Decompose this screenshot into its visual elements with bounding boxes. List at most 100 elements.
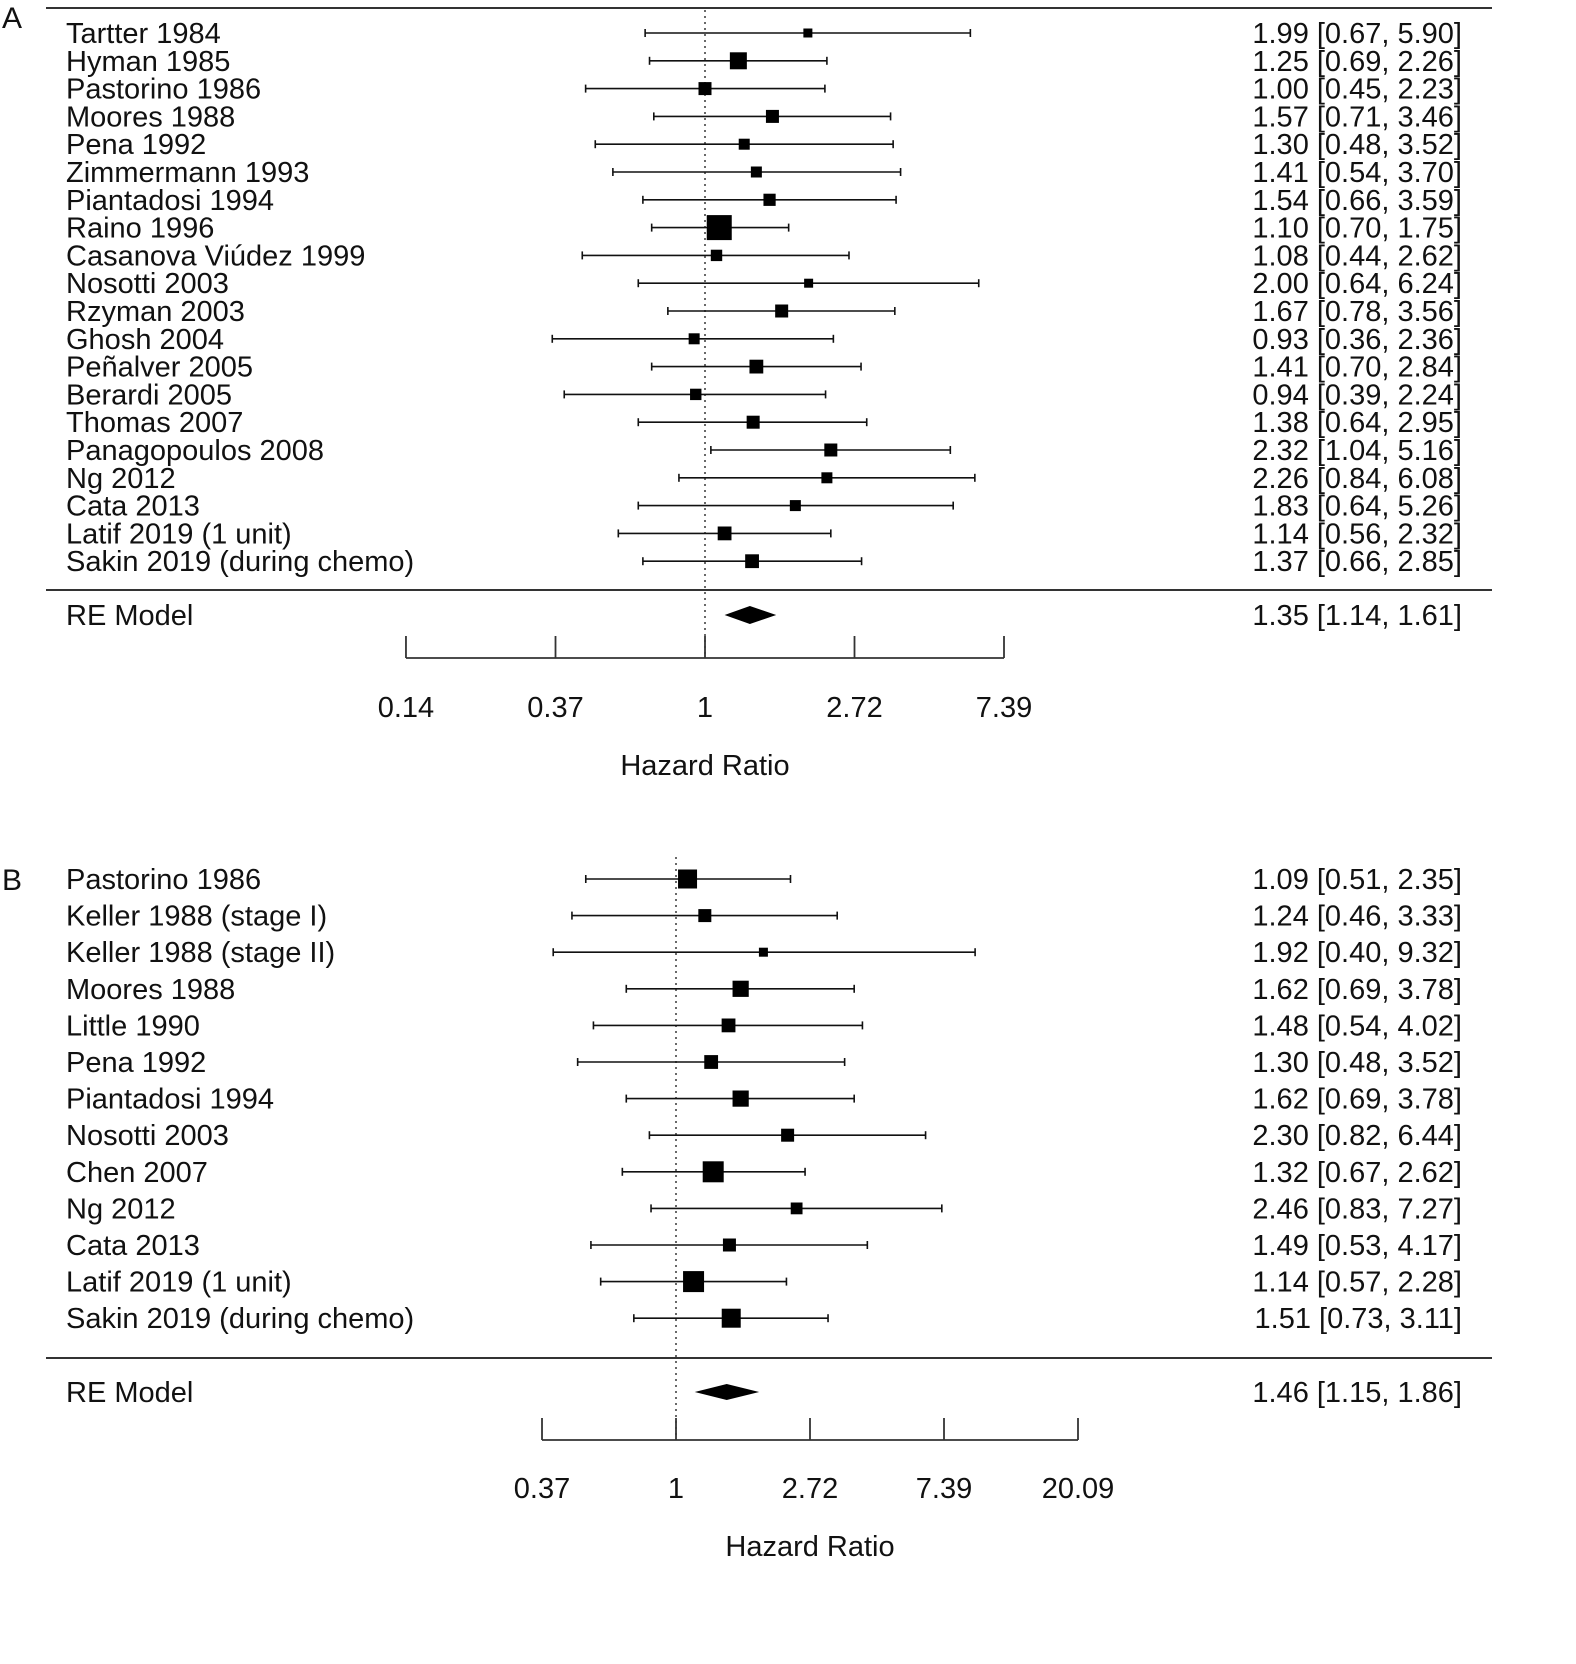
panel-label: A: [2, 2, 22, 35]
study-row: Panagopoulos 2008 2.32 [1.04, 5.16]: [66, 435, 1462, 467]
study-label: Chen 2007: [66, 1157, 208, 1189]
study-label: Latif 2019 (1 unit): [66, 1267, 292, 1299]
x-axis-title: Hazard Ratio: [620, 750, 789, 782]
point-estimate-marker: [688, 333, 700, 345]
effect-size-text: 1.24 [0.46, 3.33]: [1252, 901, 1462, 933]
summary-row: RE Model 1.35 [1.14, 1.61]: [66, 600, 1462, 632]
x-tick-label: 20.09: [1042, 1473, 1115, 1505]
study-label: Casanova Viúdez 1999: [66, 240, 365, 272]
x-axis: 0.14 0.37 1 2.72 7.39 Hazard Ratio: [378, 636, 1032, 782]
study-row: Pena 1992 1.30 [0.48, 3.52]: [66, 129, 1462, 161]
study-row: Latif 2019 (1 unit) 1.14 [0.57, 2.28]: [66, 1267, 1462, 1299]
study-row: Casanova Viúdez 1999 1.08 [0.44, 2.62]: [66, 240, 1462, 272]
effect-size-text: 1.48 [0.54, 4.02]: [1252, 1010, 1462, 1042]
study-row: Sakin 2019 (during chemo) 1.37 [0.66, 2.8…: [66, 546, 1462, 578]
study-row: Thomas 2007 1.38 [0.64, 2.95]: [66, 407, 1462, 439]
point-estimate-marker: [745, 554, 759, 569]
effect-size-text: 0.94 [0.39, 2.24]: [1252, 379, 1462, 411]
effect-size-text: 1.41 [0.54, 3.70]: [1252, 157, 1462, 189]
effect-size-text: 0.93 [0.36, 2.36]: [1252, 324, 1462, 356]
effect-size-text: 1.62 [0.69, 3.78]: [1252, 974, 1462, 1006]
study-row: Ng 2012 2.26 [0.84, 6.08]: [66, 463, 1462, 495]
study-label: Tartter 1984: [66, 18, 221, 50]
point-estimate-marker: [765, 109, 779, 123]
study-row: Pena 1992 1.30 [0.48, 3.52]: [66, 1047, 1462, 1079]
x-tick-label: 1: [668, 1473, 684, 1505]
effect-size-text: 1.10 [0.70, 1.75]: [1252, 213, 1462, 245]
study-label: Panagopoulos 2008: [66, 435, 324, 467]
point-estimate-marker: [698, 82, 712, 96]
x-tick-label: 0.14: [378, 692, 434, 724]
study-label: Little 1990: [66, 1010, 200, 1042]
study-row: Nosotti 2003 2.30 [0.82, 6.44]: [66, 1120, 1462, 1152]
study-label: Rzyman 2003: [66, 296, 245, 328]
point-estimate-marker: [690, 388, 702, 401]
study-row: Piantadosi 1994 1.54 [0.66, 3.59]: [66, 185, 1462, 217]
x-tick-label: 7.39: [916, 1473, 972, 1505]
point-estimate-marker: [790, 1202, 803, 1215]
point-estimate-marker: [763, 193, 776, 206]
effect-size-text: 1.32 [0.67, 2.62]: [1252, 1157, 1462, 1189]
effect-size-text: 1.00 [0.45, 2.23]: [1252, 74, 1462, 106]
study-row: Pastorino 1986 1.09 [0.51, 2.35]: [66, 864, 1462, 896]
study-row: Hyman 1985 1.25 [0.69, 2.26]: [66, 46, 1462, 78]
effect-size-text: 1.92 [0.40, 9.32]: [1252, 937, 1462, 969]
study-row: Keller 1988 (stage II) 1.92 [0.40, 9.32]: [66, 937, 1462, 969]
point-estimate-marker: [702, 1161, 724, 1183]
study-row: Chen 2007 1.32 [0.67, 2.62]: [66, 1157, 1462, 1189]
study-label: Latif 2019 (1 unit): [66, 518, 292, 550]
study-row: Moores 1988 1.62 [0.69, 3.78]: [66, 974, 1462, 1006]
point-estimate-marker: [803, 28, 813, 38]
x-tick-label: 0.37: [527, 692, 583, 724]
study-label: Nosotti 2003: [66, 268, 229, 300]
study-row: Zimmermann 1993 1.41 [0.54, 3.70]: [66, 157, 1462, 189]
forest-plot-panel-b: B Pastorino 1986 1.09 [0.51, 2.35] Keller 1…: [2, 857, 1492, 1563]
x-axis: 0.37 1 2.72 7.39 20.09 Hazard Ratio: [514, 1418, 1115, 1563]
study-label: Moores 1988: [66, 101, 235, 133]
study-row: Ng 2012 2.46 [0.83, 7.27]: [66, 1193, 1462, 1225]
study-row: Nosotti 2003 2.00 [0.64, 6.24]: [66, 268, 1462, 300]
point-estimate-marker: [821, 472, 833, 484]
effect-size-text: 1.67 [0.78, 3.56]: [1252, 296, 1462, 328]
effect-size-text: 2.30 [0.82, 6.44]: [1252, 1120, 1462, 1152]
x-tick-label: 7.39: [976, 692, 1032, 724]
point-estimate-marker: [775, 304, 789, 318]
point-estimate-marker: [804, 278, 814, 288]
study-label: Zimmermann 1993: [66, 157, 309, 189]
point-estimate-marker: [710, 249, 723, 262]
study-row: Piantadosi 1994 1.62 [0.69, 3.78]: [66, 1084, 1462, 1116]
effect-size-text: 2.00 [0.64, 6.24]: [1252, 268, 1462, 300]
panel-label: B: [2, 864, 22, 897]
effect-size-text: 1.62 [0.69, 3.78]: [1252, 1084, 1462, 1116]
study-label: Pastorino 1986: [66, 864, 261, 896]
point-estimate-marker: [704, 1055, 719, 1069]
point-estimate-marker: [721, 1018, 736, 1033]
point-estimate-marker: [706, 215, 732, 241]
point-estimate-marker: [824, 443, 838, 457]
study-label: Pena 1992: [66, 129, 206, 161]
point-estimate-marker: [722, 1238, 736, 1252]
study-row: Latif 2019 (1 unit) 1.14 [0.56, 2.32]: [66, 518, 1462, 550]
study-row: Tartter 1984 1.99 [0.67, 5.90]: [66, 18, 1462, 50]
study-row: Cata 2013 1.83 [0.64, 5.26]: [66, 491, 1462, 523]
study-label: Sakin 2019 (during chemo): [66, 1303, 414, 1335]
study-row: Little 1990 1.48 [0.54, 4.02]: [66, 1010, 1462, 1042]
study-row: Rzyman 2003 1.67 [0.78, 3.56]: [66, 296, 1462, 328]
effect-size-text: 1.09 [0.51, 2.35]: [1252, 864, 1462, 896]
study-label: Piantadosi 1994: [66, 185, 274, 217]
point-estimate-marker: [717, 526, 732, 541]
point-estimate-marker: [789, 500, 801, 512]
summary-label: RE Model: [66, 1377, 193, 1409]
study-row: Pastorino 1986 1.00 [0.45, 2.23]: [66, 74, 1462, 106]
summary-row: RE Model 1.46 [1.15, 1.86]: [66, 1377, 1462, 1409]
effect-size-text: 1.25 [0.69, 2.26]: [1252, 46, 1462, 78]
x-tick-label: 2.72: [826, 692, 882, 724]
study-row: Cata 2013 1.49 [0.53, 4.17]: [66, 1230, 1462, 1262]
summary-effect-text: 1.46 [1.15, 1.86]: [1252, 1377, 1462, 1409]
effect-size-text: 1.14 [0.56, 2.32]: [1252, 518, 1462, 550]
point-estimate-marker: [678, 869, 698, 889]
study-label: Ghosh 2004: [66, 324, 224, 356]
x-axis-title: Hazard Ratio: [725, 1531, 894, 1563]
point-estimate-marker: [781, 1128, 795, 1142]
